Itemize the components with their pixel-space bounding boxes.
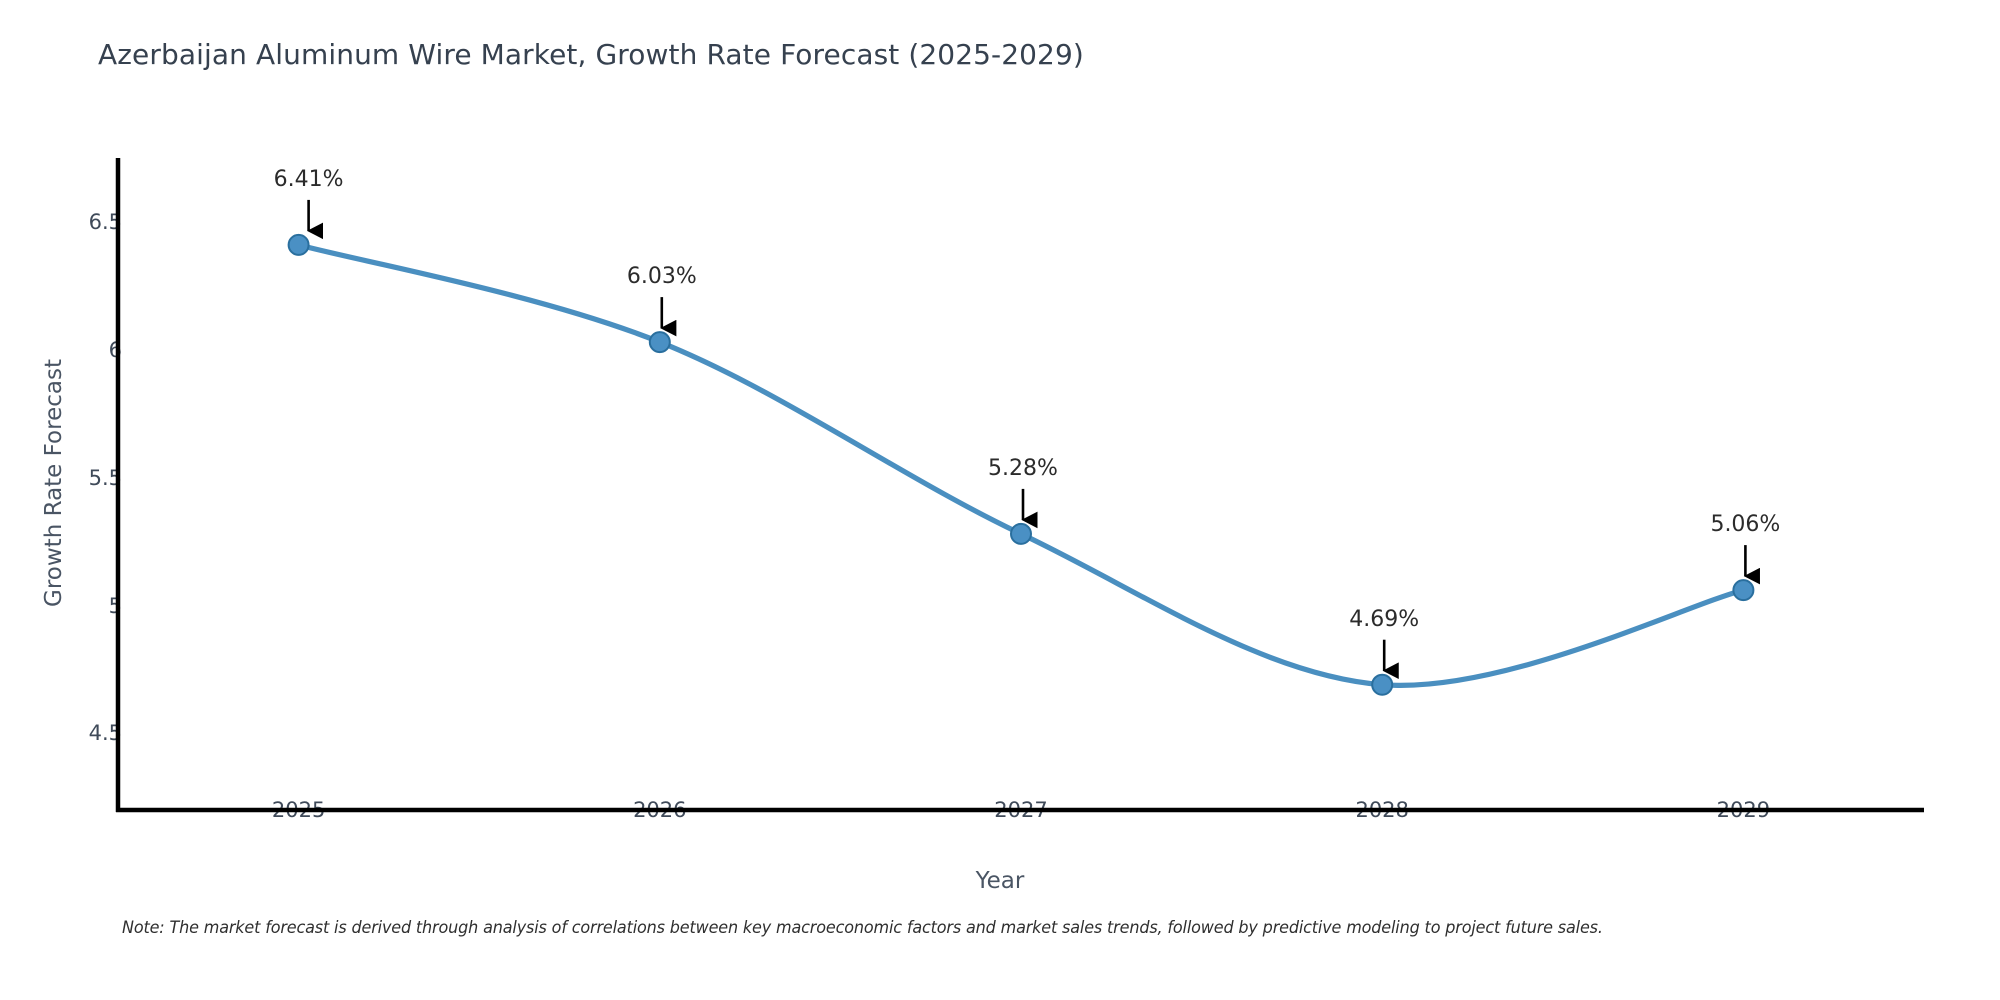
data-label-2026: 6.03%: [626, 264, 697, 290]
footnote-text: Note: The market forecast is derived thr…: [122, 918, 1603, 937]
x-axis-title: Year: [975, 868, 1025, 894]
data-point-2026[interactable]: [648, 331, 671, 354]
data-label-2025: 6.41%: [273, 166, 344, 192]
series-line-growth-rate-forecast: [296, 242, 1746, 688]
data-point-2028[interactable]: [1371, 673, 1394, 696]
data-point-2025[interactable]: [287, 233, 310, 256]
data-point-2027[interactable]: [1010, 522, 1032, 545]
chart-title: Azerbaijan Aluminum Wire Market, Growth …: [98, 38, 1084, 71]
data-label-2028: 4.69%: [1349, 606, 1420, 632]
data-label-2029: 5.06%: [1710, 512, 1781, 538]
data-point-2029[interactable]: [1732, 579, 1755, 602]
data-label-2027: 5.28%: [988, 455, 1058, 481]
